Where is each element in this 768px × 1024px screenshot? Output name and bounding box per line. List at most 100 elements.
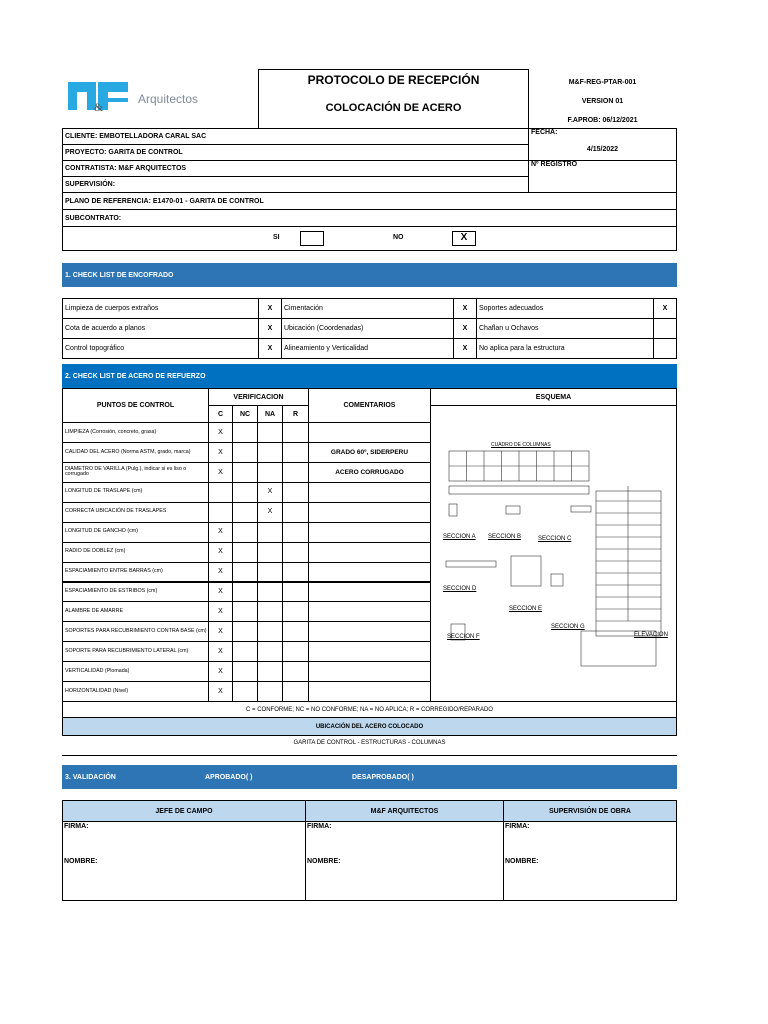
- section-c-label: SECCION C: [538, 536, 572, 542]
- doc-code: M&F-REG-PTAR-001: [568, 79, 637, 86]
- verif-c-cell[interactable]: [208, 501, 233, 523]
- checklist-item-mark[interactable]: X: [453, 338, 477, 359]
- verif-nc-cell[interactable]: [232, 521, 258, 543]
- col-c: C: [208, 405, 233, 423]
- verif-nc-cell[interactable]: [232, 481, 258, 503]
- verif-r-cell[interactable]: [282, 601, 309, 623]
- verif-na-cell[interactable]: [257, 621, 283, 643]
- verif-na-cell[interactable]: [257, 521, 283, 543]
- verif-nc-cell[interactable]: [232, 661, 258, 683]
- checklist-item-mark[interactable]: X: [258, 298, 282, 319]
- verif-r-cell[interactable]: [282, 581, 309, 603]
- signature-box[interactable]: [62, 821, 306, 901]
- verif-c-cell[interactable]: X: [208, 461, 233, 483]
- control-point-comment[interactable]: [308, 521, 431, 543]
- control-point-comment[interactable]: [308, 501, 431, 523]
- verif-r-cell[interactable]: [282, 441, 309, 463]
- checklist-item-mark[interactable]: X: [258, 338, 282, 359]
- subcontrato: SUBCONTRATO:: [62, 209, 677, 227]
- verif-na-cell[interactable]: [257, 581, 283, 603]
- control-point-comment[interactable]: [308, 481, 431, 503]
- fecha-value[interactable]: 4/15/2022: [586, 146, 619, 153]
- verif-r-cell[interactable]: [282, 461, 309, 483]
- verif-nc-cell[interactable]: [232, 681, 258, 703]
- control-point-comment[interactable]: [308, 561, 431, 583]
- verif-na-cell[interactable]: [257, 461, 283, 483]
- verif-r-cell[interactable]: [282, 621, 309, 643]
- verif-c-cell[interactable]: X: [208, 661, 233, 683]
- verif-na-cell[interactable]: X: [257, 501, 283, 523]
- verif-r-cell[interactable]: [282, 501, 309, 523]
- control-point-comment[interactable]: [308, 681, 431, 703]
- checklist-item-mark[interactable]: [653, 338, 677, 359]
- checklist-item-mark[interactable]: X: [453, 318, 477, 339]
- verif-na-cell[interactable]: X: [257, 481, 283, 503]
- verif-nc-cell[interactable]: [232, 501, 258, 523]
- verif-na-cell[interactable]: [257, 661, 283, 683]
- si-checkbox[interactable]: [300, 231, 324, 246]
- verif-c-cell[interactable]: X: [208, 621, 233, 643]
- verif-nc-cell[interactable]: [232, 461, 258, 483]
- checklist-item-mark[interactable]: X: [453, 298, 477, 319]
- control-point-label: LONGITUD DE TRASLAPE (cm): [62, 481, 209, 503]
- verif-r-cell[interactable]: [282, 661, 309, 683]
- verif-nc-cell[interactable]: [232, 621, 258, 643]
- registro-cell[interactable]: Nº REGISTRO: [528, 160, 677, 193]
- verif-nc-cell[interactable]: [232, 441, 258, 463]
- verif-nc-cell[interactable]: [232, 581, 258, 603]
- verif-c-cell[interactable]: X: [208, 581, 233, 603]
- section2-header: 2. CHECK LIST DE ACERO DE REFUERZO: [62, 364, 677, 389]
- verif-r-cell[interactable]: [282, 561, 309, 583]
- verif-c-cell[interactable]: X: [208, 681, 233, 703]
- checklist-item-mark[interactable]: X: [653, 298, 677, 319]
- verif-c-cell[interactable]: X: [208, 422, 233, 443]
- control-point-comment[interactable]: [308, 601, 431, 623]
- control-point-label: VERTICALIDAD (Plomada): [62, 661, 209, 683]
- control-point-label: LONGITUD DE GANCHO (cm): [62, 521, 209, 543]
- checklist-item-mark[interactable]: [653, 318, 677, 339]
- logo-mark-icon: &: [68, 82, 128, 114]
- no-checkbox[interactable]: X: [452, 231, 476, 246]
- verif-na-cell[interactable]: [257, 441, 283, 463]
- verif-r-cell[interactable]: [282, 681, 309, 703]
- control-point-comment[interactable]: [308, 541, 431, 563]
- control-point-label: CORRECTA UBICACIÓN DE TRASLAPES: [62, 501, 209, 523]
- verif-r-cell[interactable]: [282, 481, 309, 503]
- rejected-option[interactable]: DESAPROBADO( ): [352, 773, 414, 781]
- verif-na-cell[interactable]: [257, 601, 283, 623]
- control-point-comment[interactable]: [308, 661, 431, 683]
- verif-c-cell[interactable]: X: [208, 561, 233, 583]
- control-point-comment[interactable]: [308, 581, 431, 603]
- verif-na-cell[interactable]: [257, 541, 283, 563]
- approved-option[interactable]: APROBADO( ): [205, 773, 253, 781]
- verif-na-cell[interactable]: [257, 681, 283, 703]
- verif-r-cell[interactable]: [282, 541, 309, 563]
- verif-na-cell[interactable]: [257, 422, 283, 443]
- verif-r-cell[interactable]: [282, 521, 309, 543]
- verif-c-cell[interactable]: X: [208, 541, 233, 563]
- control-point-comment[interactable]: [308, 641, 431, 663]
- verif-c-cell[interactable]: X: [208, 521, 233, 543]
- signature-box[interactable]: [503, 821, 677, 901]
- control-point-comment[interactable]: ACERO CORRUGADO: [308, 461, 431, 483]
- verif-na-cell[interactable]: [257, 641, 283, 663]
- verif-c-cell[interactable]: [208, 481, 233, 503]
- verif-nc-cell[interactable]: [232, 601, 258, 623]
- control-point-comment[interactable]: [308, 422, 431, 443]
- verif-r-cell[interactable]: [282, 422, 309, 443]
- control-point-comment[interactable]: [308, 621, 431, 643]
- verif-c-cell[interactable]: X: [208, 601, 233, 623]
- verif-c-cell[interactable]: X: [208, 441, 233, 463]
- verif-na-cell[interactable]: [257, 561, 283, 583]
- verif-nc-cell[interactable]: [232, 561, 258, 583]
- verif-nc-cell[interactable]: [232, 641, 258, 663]
- verif-c-cell[interactable]: X: [208, 641, 233, 663]
- firma-label: FIRMA:: [64, 823, 89, 830]
- checklist-item-label: Soportes adecuados: [476, 298, 654, 319]
- verif-r-cell[interactable]: [282, 641, 309, 663]
- control-point-label: LIMPIEZA (Corrosión, concreto, grasa): [62, 422, 209, 443]
- control-point-comment[interactable]: GRADO 60º, SIDERPERU: [308, 441, 431, 463]
- verif-nc-cell[interactable]: [232, 541, 258, 563]
- checklist-item-mark[interactable]: X: [258, 318, 282, 339]
- verif-nc-cell[interactable]: [232, 422, 258, 443]
